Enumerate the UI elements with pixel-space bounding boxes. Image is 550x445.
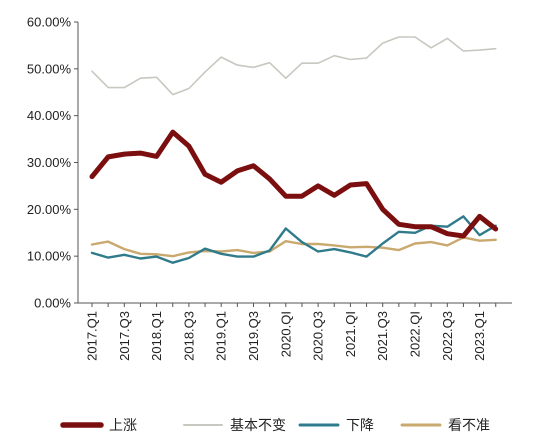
x-tick-label: 2018.Q3 — [181, 311, 196, 361]
y-tick-label: 0.00% — [34, 296, 71, 311]
axes: 0.00% 10.00% 20.00% 30.00% 40.00% 50.00% 60.00… — [27, 15, 512, 361]
x-tick-label: 2022.QI — [408, 311, 423, 357]
x-tick-label: 2017.Q3 — [117, 311, 132, 361]
x-tick-label: 2019.Q3 — [246, 311, 261, 361]
y-tick-label: 30.00% — [27, 155, 72, 170]
y-tick-label: 40.00% — [27, 108, 72, 123]
x-tick-label: 2022.Q3 — [440, 311, 455, 361]
x-tick-label: 2023.Q1 — [472, 311, 487, 361]
series-line-2 — [90, 215, 497, 264]
y-tick-label: 50.00% — [27, 61, 72, 76]
y-tick-label: 10.00% — [27, 249, 72, 264]
y-tick-label: 20.00% — [27, 202, 72, 217]
legend-label-1: 基本不变 — [230, 417, 286, 434]
x-tick-label: 2021.Q3 — [375, 311, 390, 361]
x-tick-label: 2020.Q3 — [311, 311, 326, 361]
legend-label-3: 看不准 — [448, 418, 490, 434]
series-line-1 — [91, 36, 497, 96]
x-tick-label: 2019.Q1 — [214, 311, 229, 361]
x-tick-label: 2021.QI — [343, 311, 358, 357]
legend-label-0: 上涨 — [109, 418, 137, 434]
series-line-3 — [90, 236, 497, 258]
y-tick-label: 60.00% — [27, 15, 72, 30]
x-tick-label: 2017.Q1 — [85, 311, 100, 361]
x-tick-label: 2020.QI — [278, 311, 293, 357]
series-lines — [89, 36, 499, 264]
series-line-0 — [89, 129, 499, 239]
x-tick-label: 2018.Q1 — [149, 311, 164, 361]
legend-label-2: 下降 — [346, 418, 374, 434]
legend: 上涨 基本不变 下降 看不准 — [60, 417, 490, 434]
